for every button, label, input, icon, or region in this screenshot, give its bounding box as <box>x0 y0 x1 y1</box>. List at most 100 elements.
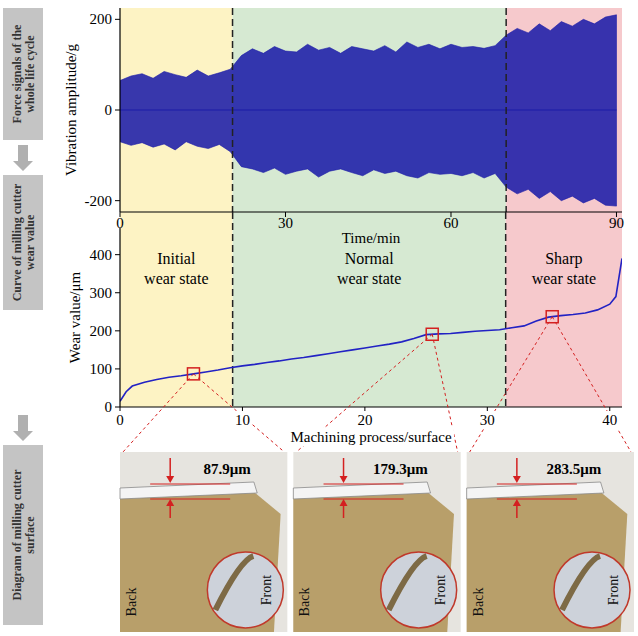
leaders <box>123 317 631 452</box>
signal-upper <box>120 15 616 110</box>
y-tick <box>115 19 120 20</box>
arrow-head <box>340 476 348 483</box>
inset-edge <box>389 556 427 610</box>
side-label: Curve of milling cutterwear value <box>10 183 37 301</box>
side-box <box>3 8 43 140</box>
side-label-line: Curve of milling cutter <box>10 183 24 301</box>
side-label-line: Diagram of milling cutter <box>10 469 24 601</box>
side-label-group: Curve of milling cutterwear value <box>10 183 37 301</box>
region <box>120 212 233 407</box>
boundary <box>232 212 234 407</box>
tool-edge <box>467 482 604 499</box>
photo-bg <box>120 452 287 632</box>
region-label: Normal wear state <box>337 250 401 287</box>
y-tick <box>115 110 120 111</box>
wear-label: 283.5μm <box>546 461 601 477</box>
front-label: Front <box>433 575 448 605</box>
plot-mid <box>120 258 622 401</box>
y-tick-label: 100 <box>90 361 113 377</box>
arrow-head <box>166 499 174 506</box>
boundary <box>232 8 234 212</box>
highlight-box <box>426 328 438 340</box>
photo-bg <box>467 452 634 632</box>
highlight-box <box>546 311 558 323</box>
wear-curve <box>120 258 622 401</box>
arrow-head <box>166 476 174 483</box>
x-axis-title: Machining process/surface <box>290 429 452 445</box>
boundary <box>505 8 507 212</box>
y-tick-label: 300 <box>90 285 113 301</box>
measure-line <box>324 499 404 500</box>
x-tick-label: 90 <box>609 215 624 231</box>
leader-line <box>470 317 553 452</box>
highlight-box <box>187 368 199 380</box>
inset-edge <box>562 556 600 610</box>
side-label: Diagram of milling cuttersurface <box>10 469 37 601</box>
leader-line <box>193 374 284 452</box>
side-label-line: Force signals of the <box>10 24 24 123</box>
label-patch <box>600 411 619 429</box>
x-tick-label: 30 <box>278 215 293 231</box>
region-label-line: wear state <box>144 270 208 287</box>
region-label-line: wear state <box>337 270 401 287</box>
x-tick-label: 30 <box>480 412 495 428</box>
inset <box>381 552 457 628</box>
side-label-line: wear value <box>23 214 37 270</box>
flow-arrow <box>13 415 33 441</box>
back-label: Back <box>124 588 139 617</box>
y-tick <box>115 368 120 369</box>
measure-line <box>324 484 404 485</box>
region-label-line: Normal <box>345 250 394 267</box>
arrow-head <box>513 499 521 506</box>
region-label-line: wear state <box>532 270 596 287</box>
y-tick <box>115 407 120 408</box>
y-tick-label: 400 <box>90 247 113 263</box>
arrow-head <box>340 499 348 506</box>
leader-line <box>552 317 631 452</box>
side-label-line: whole life cycle <box>23 35 37 113</box>
region <box>506 212 622 407</box>
side-label-line: surface <box>23 516 37 554</box>
measure-line <box>150 484 230 485</box>
wear-label: 87.9μm <box>203 461 251 477</box>
region-label-line: Sharp <box>545 250 582 268</box>
side-box <box>3 445 43 625</box>
side-label-group: Diagram of milling cuttersurface <box>10 469 37 601</box>
x-tick-label: 40 <box>602 412 617 428</box>
inset <box>207 552 283 628</box>
back-label: Back <box>471 588 486 617</box>
plot-mid-bg <box>120 212 622 407</box>
back-label: Back <box>297 588 312 617</box>
front-label: Front <box>606 575 621 605</box>
measure-line <box>150 499 230 500</box>
photo: 283.5μm Back Front <box>467 452 634 632</box>
x-tick-label: 60 <box>443 215 458 231</box>
x-axis <box>120 406 622 407</box>
label-patch <box>355 411 374 429</box>
x-tick-label: 10 <box>235 412 250 428</box>
y-tick <box>115 330 120 331</box>
inset-edge <box>215 556 253 610</box>
front-label: Front <box>259 575 274 605</box>
x-axis <box>120 211 622 212</box>
tool-edge <box>120 482 257 499</box>
photo-bg <box>293 452 460 632</box>
region-label: Initialwear state <box>144 250 208 287</box>
label-patch <box>478 411 497 429</box>
y-tick-label: 200 <box>90 323 113 339</box>
side-box <box>3 175 43 310</box>
photo: 179.3μm Back Front <box>293 452 460 632</box>
x-tick-label: 0 <box>116 412 124 428</box>
y-tick-label: 0 <box>105 399 113 415</box>
signal-lower <box>120 110 616 206</box>
inset <box>554 552 630 628</box>
arrow-head <box>513 476 521 483</box>
wear-label: 179.3μm <box>373 461 428 477</box>
figure: Force signals of thewhole life cycle Curv… <box>0 0 638 636</box>
y-axis-title: Vibration amplitude/g <box>63 44 79 176</box>
label-patch <box>288 428 454 446</box>
y-tick <box>115 200 120 201</box>
y-tick <box>115 292 120 293</box>
label-patch <box>233 411 252 429</box>
y-tick-label: 200 <box>90 11 113 27</box>
